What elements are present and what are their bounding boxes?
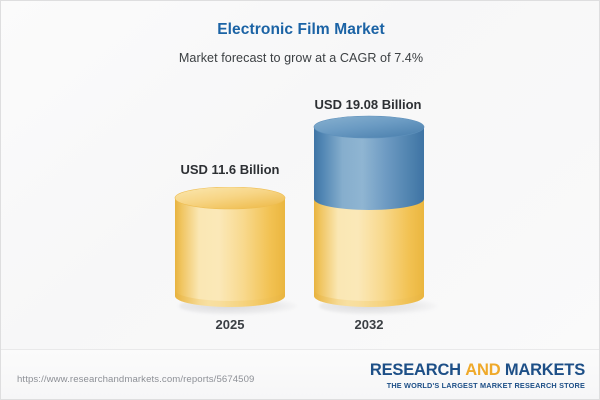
bar-cylinder-2032[interactable] bbox=[313, 115, 425, 307]
research-and-markets-logo[interactable]: RESEARCH AND MARKETS THE WORLD'S LARGEST… bbox=[369, 361, 585, 391]
bar-category-label-2025: 2025 bbox=[215, 317, 245, 332]
bar-category-label-2032: 2032 bbox=[354, 317, 384, 332]
logo-word-research: RESEARCH bbox=[369, 361, 461, 379]
report-url[interactable]: https://www.researchandmarkets.com/repor… bbox=[17, 374, 255, 385]
logo-word-markets: MARKETS bbox=[504, 361, 585, 379]
bar-cylinder-2025[interactable] bbox=[174, 186, 286, 307]
bar-cylinder-2032-svg bbox=[313, 115, 425, 307]
bar-value-label-2025: USD 11.6 Billion bbox=[180, 162, 280, 177]
chart-title: Electronic Film Market bbox=[217, 21, 385, 38]
bar-value-label-2032: USD 19.08 Billion bbox=[314, 97, 422, 112]
logo-tagline: THE WORLD'S LARGEST MARKET RESEARCH STOR… bbox=[386, 381, 585, 391]
footer: https://www.researchandmarkets.com/repor… bbox=[1, 349, 599, 399]
bar-cylinder-2025-svg bbox=[174, 186, 286, 307]
logo-word-and: AND bbox=[465, 361, 501, 379]
logo-wordmark: RESEARCH AND MARKETS bbox=[369, 361, 585, 379]
chart-subtitle: Market forecast to grow at a CAGR of 7.4… bbox=[178, 51, 424, 65]
plot-area: USD 11.6 Billion bbox=[1, 1, 599, 349]
